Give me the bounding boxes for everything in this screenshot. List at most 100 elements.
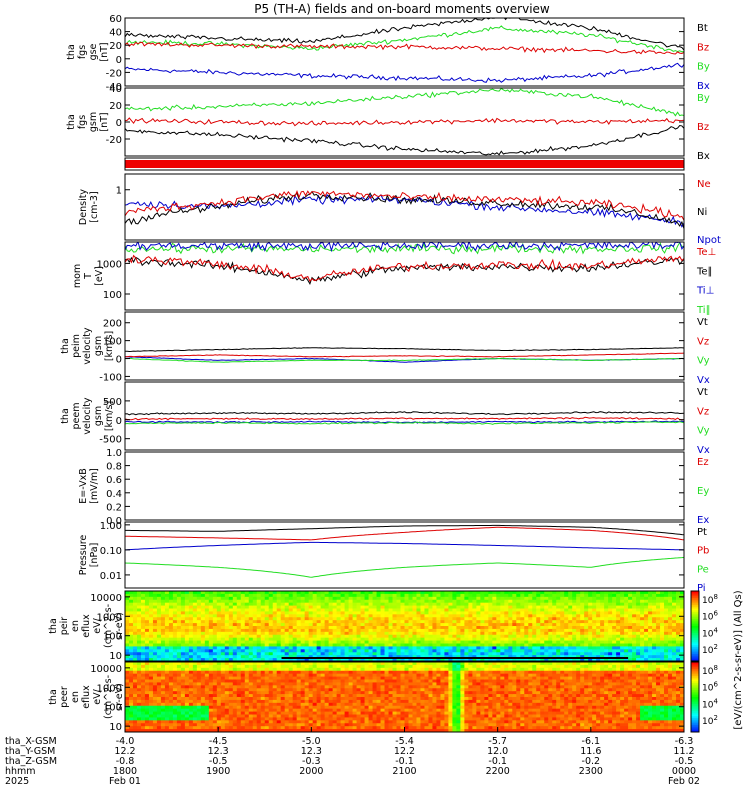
xaxis-value: -0.5: [675, 756, 694, 767]
legend-te⊥: Te⊥: [696, 247, 716, 258]
legend-vy: Vy: [697, 426, 710, 437]
ytick-label: 10: [109, 651, 122, 662]
legend-ey: Ey: [697, 486, 709, 497]
series-vt-panel-6: [125, 411, 684, 416]
colorbar-tick: 104: [702, 697, 718, 710]
xaxis-value: 1800: [113, 766, 137, 777]
xaxis-value: 12.0: [487, 746, 508, 757]
ytick-label: 0.8: [106, 462, 122, 473]
ylabel-line: fgs: [77, 45, 88, 59]
ylabel-line: Density: [78, 189, 89, 225]
xaxis-row-label: hhmm: [5, 766, 36, 777]
ylabel-line: gsm: [93, 336, 104, 356]
legend-ti⊥: Ti⊥: [696, 286, 714, 297]
ylabel-line: velocity: [82, 327, 93, 365]
legend-by: By: [697, 93, 710, 104]
xaxis-value: 12.3: [301, 746, 322, 757]
series-pb-panel-8: [125, 526, 684, 541]
series-vy-panel-5: [125, 357, 684, 363]
ytick-label: 0.10: [100, 546, 122, 557]
xaxis-value: -5.0: [302, 736, 321, 747]
ytick-label: 10: [109, 722, 122, 733]
legend-ti∥: Ti∥: [696, 305, 711, 316]
panel-frame-2: [124, 157, 685, 171]
ytick-label: 0.0: [106, 516, 122, 527]
panel-frame-5: [124, 311, 685, 381]
colorbars: 108 106 104 102 108 106 104 102 [eV/(cm^2-s-sr-e…: [690, 590, 744, 733]
ytick-label: 100: [103, 632, 122, 643]
xaxis-value: 11.2: [673, 746, 694, 757]
series-pt-panel-8: [125, 524, 684, 536]
ylabel-line: tha: [60, 338, 71, 354]
legend-pb: Pb: [697, 546, 709, 557]
ytick-label: 0: [116, 355, 122, 366]
panel-frame-9: [124, 590, 685, 662]
ytick-label: 20: [109, 41, 122, 52]
legend-vz: Vz: [697, 406, 709, 417]
ylabel-line: gsm: [93, 406, 104, 426]
xaxis-value: 12.3: [208, 746, 229, 757]
xaxis-value: -6.1: [582, 736, 601, 747]
ytick-label: -100: [99, 372, 122, 383]
ylabel-line: en: [70, 620, 81, 632]
legend-pt: Pt: [697, 527, 707, 538]
legend-ni: Ni: [697, 207, 707, 218]
xaxis-value: -4.0: [116, 736, 135, 747]
legend-ne: Ne: [697, 179, 711, 190]
ylabel-line: velocity: [82, 397, 93, 435]
legend-vt: Vt: [697, 387, 708, 398]
series-vz-panel-6: [125, 416, 684, 421]
ylabel-line: T: [83, 273, 94, 280]
ytick-label: 100: [103, 703, 122, 714]
series-by-panel-1: [125, 88, 684, 117]
ytick-label: 0: [116, 118, 122, 129]
panel-frame-8: [124, 521, 685, 589]
panel-frame-7: [124, 451, 685, 521]
ytick-label: 10000: [90, 593, 122, 604]
ytick-label: 100: [103, 290, 122, 301]
series-pi-panel-8: [125, 541, 684, 551]
xaxis-value: 2000: [299, 766, 323, 777]
legend-bt: Bt: [697, 23, 708, 34]
ylabel-line: peer: [59, 686, 70, 708]
series-te∥-panel-4: [125, 256, 684, 286]
legend-by: By: [697, 62, 710, 73]
colorbar-tick: 106: [702, 681, 718, 694]
series-ti⊥-panel-4: [125, 242, 684, 253]
colorbar-tick: 108: [702, 593, 718, 606]
legend-ez: Ez: [697, 457, 709, 468]
ylabel-line: gse: [88, 43, 99, 60]
legend-bz: Bz: [697, 122, 709, 133]
series-vx-panel-6: [125, 420, 684, 424]
xaxis-value: -0.8: [116, 756, 135, 767]
ylabel-line: [mV/m]: [89, 468, 100, 504]
ylabel-line: eflux: [81, 614, 92, 638]
legend-npot: Npot: [697, 235, 721, 246]
xaxis-value: 1900: [206, 766, 230, 777]
date-end: Feb 02: [668, 776, 700, 787]
panel-10: 10000 1000 100 10 tha peer en eflux eV/(cm^2-s-s…: [48, 661, 685, 733]
figure-title: P5 (TH-A) fields and on-board moments ov…: [254, 2, 550, 16]
ytick-label: 1000: [97, 612, 122, 623]
ylabel-line: Pressure: [78, 535, 89, 576]
series-ni-panel-3: [125, 190, 684, 229]
series-vz-panel-5: [125, 352, 684, 358]
ytick-label: -40: [106, 82, 122, 93]
legend-ex: Ex: [697, 515, 709, 526]
colorbar-tick: 102: [702, 714, 718, 727]
ytick-label: 100: [103, 337, 122, 348]
legend-pi: Pi: [697, 583, 706, 594]
ytick-label: 0.4: [106, 489, 122, 500]
spectrogram-9: [125, 591, 684, 661]
ylabel-line: [nT]: [99, 112, 110, 131]
panel-2: [124, 157, 685, 171]
ylabel-line: gsm: [88, 112, 99, 132]
ylabel-line: tha: [48, 689, 59, 705]
ytick-label: 1.0: [106, 448, 122, 459]
ytick-label: 1: [116, 186, 122, 197]
date-start: Feb 01: [109, 776, 141, 787]
ylabel-line: sr-eV): [114, 683, 125, 711]
legend-vz: Vz: [697, 336, 709, 347]
